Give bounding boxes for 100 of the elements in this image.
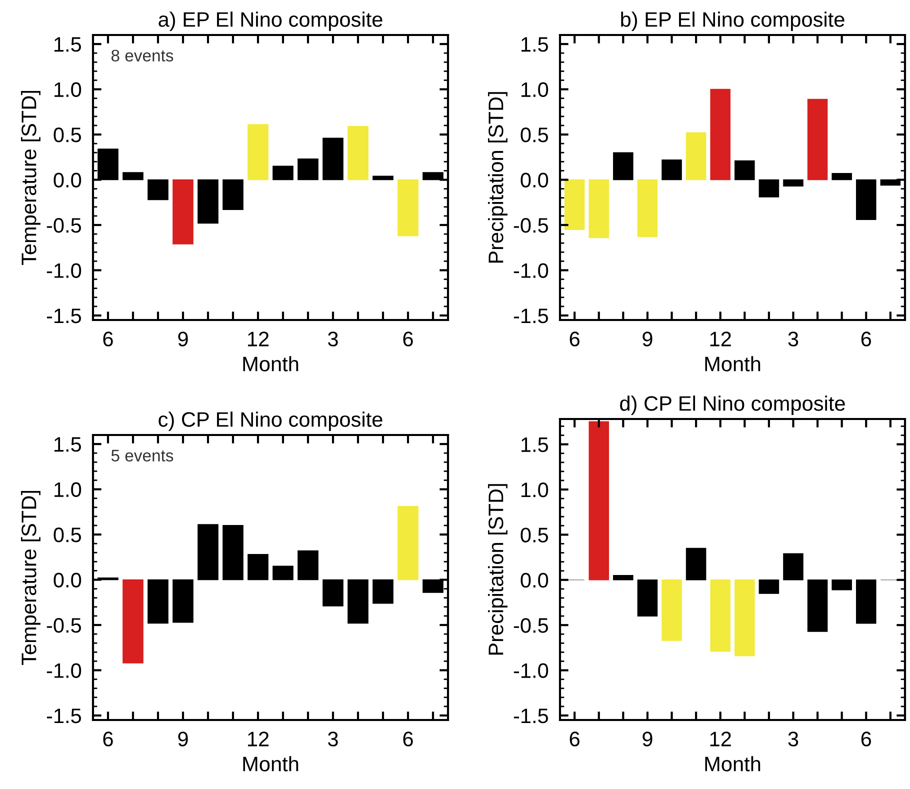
y-axis-title: Precipitation [STD] — [488, 484, 508, 655]
bar — [880, 179, 901, 186]
y-tick-label: 1.0 — [54, 82, 82, 98]
x-tick-label: 6 — [403, 732, 413, 746]
bar — [734, 579, 755, 656]
bar — [662, 579, 682, 641]
x-tick-label: 6 — [103, 732, 113, 746]
bar — [148, 179, 168, 200]
bar — [322, 138, 344, 180]
bar — [832, 173, 852, 180]
y-tick-label: -0.5 — [514, 618, 548, 633]
bar — [856, 579, 876, 624]
y-tick-label: 0.5 — [520, 528, 548, 542]
bar — [637, 179, 658, 238]
x-tick-label: 6 — [403, 332, 413, 346]
y-tick-label: -1.0 — [46, 663, 82, 678]
y-tick-label: 0.0 — [54, 572, 82, 588]
y-axis-title: Temperature [STD] — [21, 90, 40, 266]
y-tick-label: -0.5 — [46, 618, 82, 633]
bar — [613, 574, 634, 580]
bar — [422, 172, 444, 180]
bar — [807, 579, 828, 632]
bar — [662, 159, 682, 180]
bar — [348, 126, 368, 180]
x-tick-label: 6 — [103, 332, 113, 346]
x-tick-label: 9 — [642, 332, 652, 346]
bar — [148, 579, 168, 624]
bar — [613, 152, 634, 180]
x-axis-title: Month — [243, 356, 298, 372]
bar — [588, 421, 610, 580]
y-tick-label: -1.0 — [514, 263, 548, 278]
x-axis-title: Month — [705, 356, 760, 372]
x-tick-label: 6 — [861, 332, 872, 346]
y-tick-label: -0.5 — [46, 218, 82, 233]
bar — [172, 179, 194, 244]
y-tick-label: 1.0 — [54, 482, 82, 498]
y-tick-label: 0.5 — [54, 528, 82, 542]
x-axis-title: Month — [243, 756, 298, 772]
bar — [422, 579, 444, 593]
y-tick-label: 1.0 — [522, 82, 548, 98]
x-tick-label: 12 — [248, 332, 269, 346]
bar — [348, 579, 368, 624]
bar — [710, 579, 730, 652]
bar — [248, 124, 268, 180]
chart-title: d) CP El Nino composite — [620, 396, 845, 415]
y-tick-label: -0.5 — [514, 218, 548, 233]
x-tick-label: 6 — [861, 732, 872, 746]
y-tick-label: 0.0 — [520, 572, 548, 588]
y-tick-label: 0.0 — [54, 172, 82, 188]
y-tick-label: -1.5 — [514, 708, 548, 724]
chart-title: b) EP El Nino composite — [621, 12, 844, 31]
x-tick-label: 3 — [328, 732, 338, 746]
y-axis-title: Precipitation [STD] — [488, 92, 508, 263]
y-tick-label: -1.5 — [46, 308, 82, 324]
bar — [686, 132, 706, 180]
annotation: 8 events — [111, 50, 174, 62]
y-tick-label: -1.5 — [46, 708, 82, 724]
x-tick-label: 3 — [328, 332, 338, 346]
bar — [272, 166, 294, 180]
y-tick-label: 1.5 — [54, 437, 82, 452]
bar — [372, 579, 394, 604]
y-tick-label: -1.0 — [46, 263, 82, 278]
bar — [372, 176, 394, 180]
bar — [758, 579, 780, 594]
y-axis-title: Temperature [STD] — [21, 490, 40, 666]
y-tick-label: 0.5 — [54, 128, 82, 142]
bar — [710, 88, 730, 180]
bar — [248, 554, 268, 580]
bar — [322, 579, 344, 606]
bar — [832, 579, 852, 590]
bar — [807, 98, 828, 180]
x-tick-label: 6 — [570, 732, 580, 746]
bar — [398, 179, 418, 236]
x-tick-label: 9 — [178, 732, 188, 746]
x-tick-label: 6 — [570, 332, 580, 346]
bar — [298, 158, 318, 180]
bar — [783, 179, 804, 187]
y-tick-label: 1.0 — [522, 482, 548, 498]
x-tick-label: 12 — [710, 732, 731, 746]
bar — [198, 524, 218, 580]
chart-title: c) CP El Nino composite — [158, 412, 382, 431]
bar — [98, 148, 118, 180]
x-tick-label: 12 — [710, 332, 731, 346]
bar — [686, 548, 706, 580]
y-tick-label: 1.5 — [522, 438, 548, 452]
x-tick-label: 9 — [642, 732, 652, 746]
bar — [122, 172, 144, 180]
bar — [398, 506, 418, 580]
x-tick-label: 3 — [788, 732, 798, 746]
y-tick-label: 0.0 — [520, 172, 548, 188]
y-tick-label: 0.5 — [520, 128, 548, 142]
y-tick-label: 1.5 — [522, 37, 548, 52]
bar — [637, 579, 658, 616]
y-tick-label: 1.5 — [54, 37, 82, 52]
bar — [758, 179, 780, 198]
bar — [564, 179, 585, 230]
bar — [272, 566, 294, 580]
annotation: 5 events — [111, 450, 174, 462]
chart-title: a) EP El Nino composite — [158, 12, 382, 31]
bar — [222, 179, 244, 210]
